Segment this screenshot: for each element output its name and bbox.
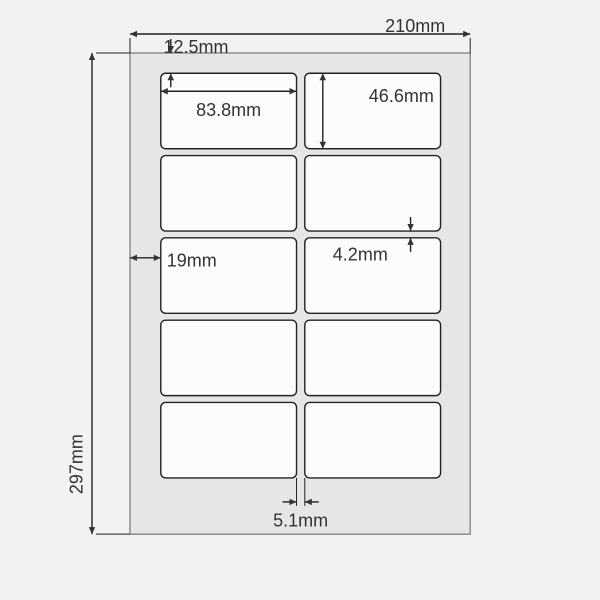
label-rect-8 <box>161 402 297 477</box>
label-sheet-diagram: 210mm 297mm 12.5mm 83.8mm 46.6mm 19mm 4.2mm 5.1… <box>0 0 600 600</box>
dimension-label: 210mm <box>385 16 445 36</box>
dimension-label: 297mm <box>67 434 87 494</box>
diagram-svg: 210mm 297mm 12.5mm 83.8mm 46.6mm 19mm 4.2mm 5.1… <box>0 0 600 600</box>
dimension-label: 46.6mm <box>369 86 434 106</box>
dimension-label: 5.1mm <box>273 511 328 531</box>
label-rect-9 <box>305 402 441 477</box>
label-rect-1 <box>305 73 441 148</box>
dimension-label: 83.8mm <box>196 100 261 120</box>
dimension-label: 12.5mm <box>163 37 228 57</box>
label-rect-4 <box>161 238 297 313</box>
label-rect-7 <box>305 320 441 395</box>
dimension-label: 4.2mm <box>333 245 388 265</box>
label-rect-2 <box>161 156 297 231</box>
dimension-label: 19mm <box>167 251 217 271</box>
label-rect-6 <box>161 320 297 395</box>
label-rect-3 <box>305 156 441 231</box>
